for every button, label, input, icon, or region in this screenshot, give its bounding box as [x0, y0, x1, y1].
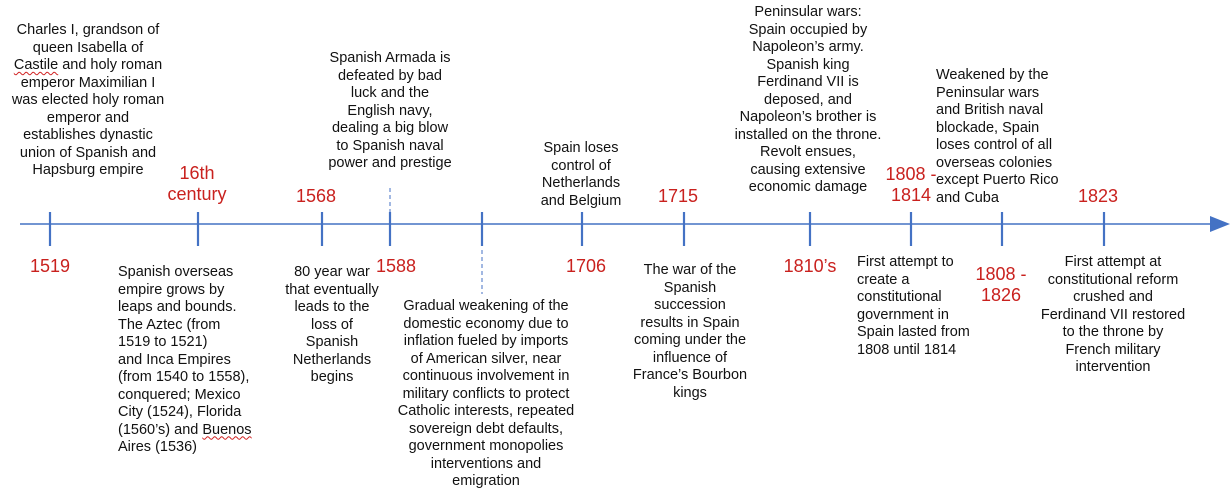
event-netherlands-loss: Spain loses control of Netherlands and B…: [540, 140, 622, 209]
date-label-1808-1814: 1808 - 1814: [885, 164, 937, 205]
event-charles-i: Charles I, grandson of queen Isabella of…: [11, 22, 165, 178]
date-label-1808-1826: 1808 - 1826: [975, 264, 1027, 305]
date-label-1588: 1588: [375, 256, 417, 276]
date-label-1568: 1568: [295, 186, 337, 206]
event-economic-weakening: Gradual weakening of the domestic econom…: [397, 298, 575, 489]
date-label-1519: 1519: [29, 256, 71, 276]
event-overseas-empire: Spanish overseas empire grows by leaps a…: [118, 264, 252, 455]
timeline-ticks: [48, 188, 1106, 294]
date-label-1823: 1823: [1077, 186, 1119, 206]
spellcheck-word-castile: Castile: [13, 57, 59, 73]
date-label-1715: 1715: [657, 186, 699, 206]
event-spanish-succession: The war of the Spanish succession result…: [632, 262, 748, 401]
event-spanish-armada: Spanish Armada is defeated by bad luck a…: [328, 50, 452, 171]
date-label-1706: 1706: [565, 256, 607, 276]
spellcheck-word-buenos: Buenos: [202, 421, 252, 438]
date-label-1810s: 1810’s: [783, 256, 837, 276]
event-first-constitution: First attempt to create a constitutional…: [857, 254, 970, 358]
event-eighty-year-war: 80 year war that eventually leads to the…: [285, 264, 379, 385]
timeline-arrowhead: [1210, 216, 1230, 232]
event-peninsular-wars: Peninsular wars: Spain occupied by Napol…: [734, 4, 882, 195]
event-reform-crushed: First attempt at constitutional reform c…: [1040, 254, 1186, 375]
event-colonies-lost: Weakened by the Peninsular wars and Brit…: [936, 67, 1059, 206]
date-label-16th-century: 16th century: [167, 163, 227, 204]
